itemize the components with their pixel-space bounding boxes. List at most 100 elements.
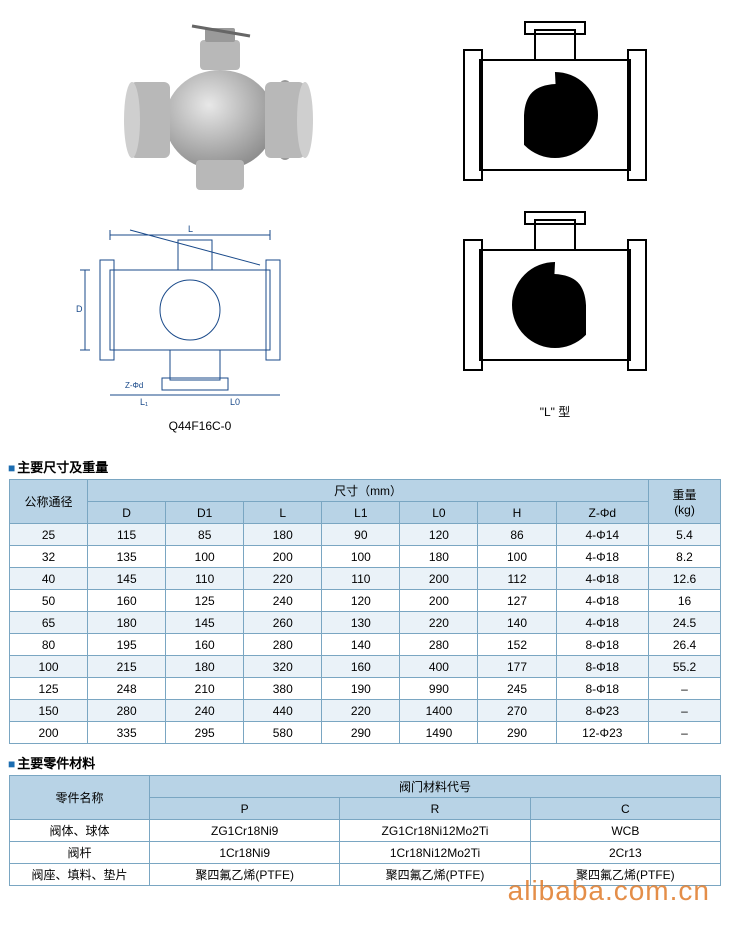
- table-cell: 阀杆: [10, 842, 150, 864]
- table-row: 321351002001001801004-Φ188.2: [10, 546, 721, 568]
- table-row: 801951602801402801528-Φ1826.4: [10, 634, 721, 656]
- table-cell: 200: [400, 568, 478, 590]
- table-cell: 152: [478, 634, 556, 656]
- table-cell: 25: [10, 524, 88, 546]
- table-cell: 180: [244, 524, 322, 546]
- table-cell: 4-Φ18: [556, 546, 649, 568]
- table-cell: 135: [88, 546, 166, 568]
- table-cell: 5.4: [649, 524, 721, 546]
- table-cell: 160: [166, 634, 244, 656]
- col-L1: L1: [322, 502, 400, 524]
- table-cell: 210: [166, 678, 244, 700]
- table-cell: 90: [322, 524, 400, 546]
- dimensions-table: 公称通径 尺寸（mm） 重量 (kg) DD1LL1L0HZ-Φd 251158…: [9, 479, 721, 744]
- table-cell: 阀座、填料、垫片: [10, 864, 150, 886]
- table-cell: 100: [166, 546, 244, 568]
- svg-text:Z-Φd: Z-Φd: [125, 381, 143, 390]
- col-H: H: [478, 502, 556, 524]
- table-cell: 145: [166, 612, 244, 634]
- table-cell: 12-Φ23: [556, 722, 649, 744]
- svg-text:L₁: L₁: [140, 397, 148, 407]
- table-cell: ZG1Cr18Ni9: [150, 820, 340, 842]
- table-row: 15028024044022014002708-Φ23–: [10, 700, 721, 722]
- table-cell: 1Cr18Ni9: [150, 842, 340, 864]
- table-cell: 100: [10, 656, 88, 678]
- table-cell: 55.2: [649, 656, 721, 678]
- table-cell: 100: [478, 546, 556, 568]
- table-cell: 140: [322, 634, 400, 656]
- table-cell: 24.5: [649, 612, 721, 634]
- col-weight: 重量 (kg): [649, 480, 721, 524]
- table-cell: 8-Φ18: [556, 656, 649, 678]
- table-row: 阀杆1Cr18Ni91Cr18Ni12Mo2Ti2Cr13: [10, 842, 721, 864]
- diagram-area: L D L₁ L0 Z-Φd Q44F16C-0: [0, 0, 730, 450]
- col-D1: D1: [166, 502, 244, 524]
- table-cell: 聚四氟乙烯(PTFE): [150, 864, 340, 886]
- table-cell: 8.2: [649, 546, 721, 568]
- table-row: 401451102201102001124-Φ1812.6: [10, 568, 721, 590]
- svg-text:L: L: [188, 224, 193, 234]
- col-L: L: [244, 502, 322, 524]
- table-cell: 110: [322, 568, 400, 590]
- table-cell: 85: [166, 524, 244, 546]
- table-cell: 177: [478, 656, 556, 678]
- schematic-label: "L" 型: [440, 403, 670, 420]
- table-cell: 125: [10, 678, 88, 700]
- col-R: R: [340, 798, 530, 820]
- square-bullet-icon: ■: [8, 757, 15, 771]
- table-cell: 1490: [400, 722, 478, 744]
- table-cell: 270: [478, 700, 556, 722]
- table-cell: –: [649, 700, 721, 722]
- table-cell: 聚四氟乙烯(PTFE): [530, 864, 720, 886]
- table-cell: 145: [88, 568, 166, 590]
- section2-title: ■主要零件材料: [8, 750, 730, 775]
- col-P: P: [150, 798, 340, 820]
- table-row: 阀体、球体ZG1Cr18Ni9ZG1Cr18Ni12Mo2TiWCB: [10, 820, 721, 842]
- table-cell: 280: [244, 634, 322, 656]
- table-row: 651801452601302201404-Φ1824.5: [10, 612, 721, 634]
- table-cell: 16: [649, 590, 721, 612]
- table-cell: 4-Φ18: [556, 568, 649, 590]
- table-cell: 1Cr18Ni12Mo2Ti: [340, 842, 530, 864]
- table-cell: –: [649, 678, 721, 700]
- col-dims-group: 尺寸（mm）: [88, 480, 649, 502]
- table-row: 阀座、填料、垫片聚四氟乙烯(PTFE)聚四氟乙烯(PTFE)聚四氟乙烯(PTFE…: [10, 864, 721, 886]
- table-cell: 200: [244, 546, 322, 568]
- table-cell: 120: [322, 590, 400, 612]
- table-cell: 80: [10, 634, 88, 656]
- section1-title: ■主要尺寸及重量: [8, 454, 730, 479]
- table-cell: 580: [244, 722, 322, 744]
- table-cell: 65: [10, 612, 88, 634]
- table-cell: 215: [88, 656, 166, 678]
- table-cell: 4-Φ14: [556, 524, 649, 546]
- table-cell: 50: [10, 590, 88, 612]
- table-cell: 440: [244, 700, 322, 722]
- table-cell: 150: [10, 700, 88, 722]
- table-cell: 180: [88, 612, 166, 634]
- table-cell: 12.6: [649, 568, 721, 590]
- l-type-schematic: "L" 型: [440, 20, 670, 420]
- table-row: 1252482103801909902458-Φ18–: [10, 678, 721, 700]
- table-cell: 1400: [400, 700, 478, 722]
- col-Z-Φd: Z-Φd: [556, 502, 649, 524]
- table-cell: 130: [322, 612, 400, 634]
- table-cell: 127: [478, 590, 556, 612]
- table-cell: 280: [400, 634, 478, 656]
- table-cell: 8-Φ18: [556, 634, 649, 656]
- table-cell: 260: [244, 612, 322, 634]
- table-cell: 115: [88, 524, 166, 546]
- table-cell: ZG1Cr18Ni12Mo2Ti: [340, 820, 530, 842]
- table-cell: –: [649, 722, 721, 744]
- table-cell: 290: [478, 722, 556, 744]
- table-cell: 180: [400, 546, 478, 568]
- materials-table: 零件名称 阀门材料代号 PRC 阀体、球体ZG1Cr18Ni9ZG1Cr18Ni…: [9, 775, 721, 886]
- section1-title-text: 主要尺寸及重量: [17, 460, 108, 475]
- table-cell: 200: [10, 722, 88, 744]
- table-cell: 160: [322, 656, 400, 678]
- table-cell: 195: [88, 634, 166, 656]
- table-cell: 220: [322, 700, 400, 722]
- col-D: D: [88, 502, 166, 524]
- col-C: C: [530, 798, 720, 820]
- table-cell: 26.4: [649, 634, 721, 656]
- table-cell: 120: [400, 524, 478, 546]
